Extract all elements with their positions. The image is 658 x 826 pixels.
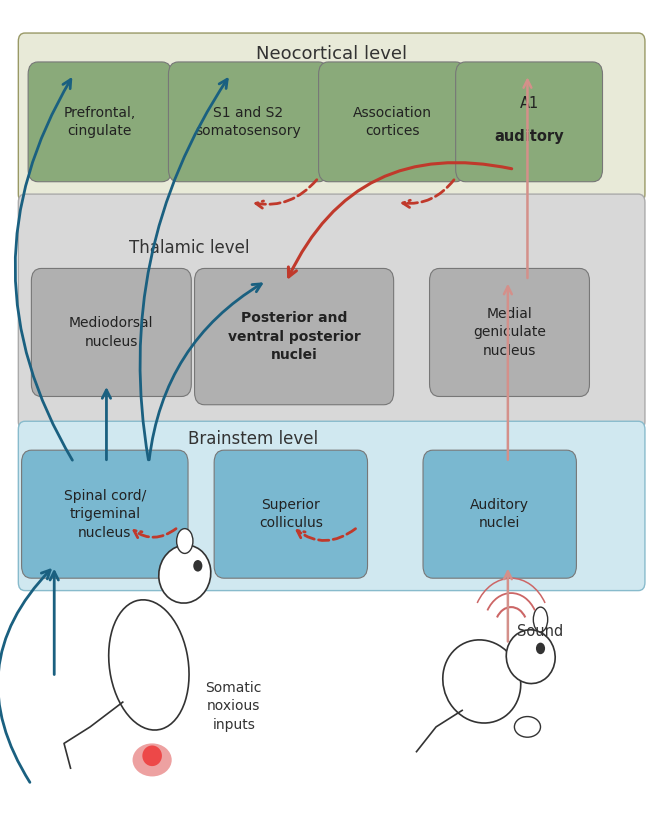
Text: A1: A1	[519, 96, 539, 112]
Text: Somatic
noxious
inputs: Somatic noxious inputs	[205, 681, 262, 732]
FancyBboxPatch shape	[168, 62, 328, 182]
Text: Thalamic level: Thalamic level	[129, 239, 250, 257]
Text: Mediodorsal
nucleus: Mediodorsal nucleus	[69, 316, 153, 349]
FancyBboxPatch shape	[18, 194, 645, 430]
FancyArrowPatch shape	[256, 180, 316, 208]
Text: Sound: Sound	[517, 624, 564, 639]
Ellipse shape	[176, 529, 193, 553]
Text: Neocortical level: Neocortical level	[256, 45, 407, 63]
FancyArrowPatch shape	[134, 529, 176, 538]
Text: Association
cortices: Association cortices	[353, 106, 432, 138]
Text: Posterior and: Posterior and	[241, 311, 347, 325]
Text: ventral posterior: ventral posterior	[228, 330, 361, 344]
FancyArrowPatch shape	[297, 529, 355, 540]
Ellipse shape	[534, 607, 547, 632]
Ellipse shape	[142, 745, 162, 767]
Ellipse shape	[159, 545, 211, 603]
Ellipse shape	[109, 600, 189, 730]
FancyBboxPatch shape	[22, 450, 188, 578]
Text: auditory: auditory	[494, 129, 564, 145]
FancyBboxPatch shape	[28, 62, 172, 182]
FancyBboxPatch shape	[423, 450, 576, 578]
Ellipse shape	[515, 716, 540, 738]
Ellipse shape	[132, 743, 172, 776]
FancyBboxPatch shape	[18, 33, 645, 202]
Text: Brainstem level: Brainstem level	[188, 430, 318, 449]
Circle shape	[193, 560, 203, 572]
Text: Spinal cord/
trigeminal
nucleus: Spinal cord/ trigeminal nucleus	[64, 489, 146, 539]
FancyBboxPatch shape	[32, 268, 191, 396]
Text: Prefrontal,
cingulate: Prefrontal, cingulate	[64, 106, 136, 138]
Text: Auditory
nuclei: Auditory nuclei	[470, 498, 529, 530]
FancyBboxPatch shape	[455, 62, 603, 182]
Text: nuclei: nuclei	[270, 348, 317, 362]
Ellipse shape	[443, 640, 520, 723]
Ellipse shape	[506, 629, 555, 684]
FancyBboxPatch shape	[195, 268, 393, 405]
Text: Superior
colliculus: Superior colliculus	[259, 498, 323, 530]
Text: S1 and S2
somatosensory: S1 and S2 somatosensory	[195, 106, 301, 138]
FancyBboxPatch shape	[430, 268, 590, 396]
FancyArrowPatch shape	[403, 180, 454, 207]
Circle shape	[536, 643, 545, 654]
Text: Medial
geniculate
nucleus: Medial geniculate nucleus	[473, 307, 546, 358]
FancyBboxPatch shape	[18, 421, 645, 591]
FancyBboxPatch shape	[214, 450, 368, 578]
FancyBboxPatch shape	[318, 62, 465, 182]
